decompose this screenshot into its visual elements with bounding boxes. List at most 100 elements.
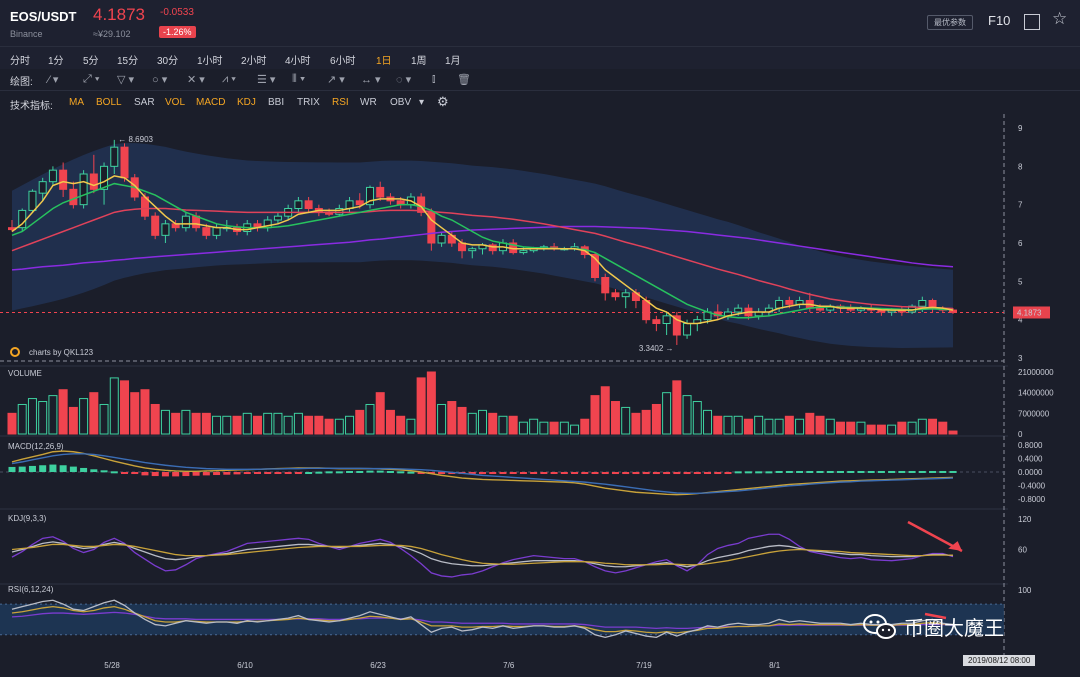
date-tick: 7/6 [503,661,515,670]
kdj_d-line [11,543,953,566]
timeframe-11[interactable]: 1月 [445,56,461,67]
volume-bar [651,403,661,435]
volume-bar [784,415,794,435]
candle-body [79,173,88,206]
macd-histogram-bar [642,472,650,475]
indicator-trix[interactable]: TRIX [297,97,320,108]
star-icon[interactable]: ☆ [1052,9,1068,28]
volume-bar [304,415,314,435]
volume-bar [334,418,344,435]
candle-body [621,292,630,298]
macd-histogram-bar [161,472,169,477]
indicator-vol[interactable]: VOL [165,97,186,108]
timeframe-2[interactable]: 5分 [83,56,99,67]
macd-histogram-bar [806,470,814,473]
candle-body [161,223,170,236]
bars-tool-icon[interactable]: ⫾ [432,73,436,85]
volume-bar [232,415,242,435]
indicator-bar: 技术指标: ▾ ⚙ MA BOLL SAR VOL MACD KDJ BBI TRIX RSI W… [0,92,1080,114]
macd-histogram-bar [499,472,507,474]
settings-gear-icon[interactable]: ⚙ [437,94,449,109]
kline-chart[interactable]: 9 8 7 6 5 4 3 4.1873 21000000 14000000 7000000 0 0.8… [0,114,1080,677]
obv-dropdown-icon[interactable]: ▾ [419,97,425,108]
line-tool-icon[interactable]: ⁄ ▾ [48,74,59,86]
volume-bar [324,418,334,435]
shape-tool-icon[interactable]: ○ ▾ [152,74,168,86]
volume-bar [887,424,897,435]
macd-histogram-bar [8,466,16,472]
f10-button[interactable]: F10 [988,13,1011,28]
macd-histogram-bar [775,470,783,473]
optimal-params-button[interactable]: 最优参数 [927,15,973,30]
indicator-obv[interactable]: OBV [390,97,412,108]
timeframe-10[interactable]: 1周 [411,56,427,67]
gann-tool-icon[interactable]: ⦀ ▾ [292,73,306,85]
timeframe-1[interactable]: 1分 [48,56,64,67]
trash-icon[interactable]: 🗑 [457,74,471,86]
timeframe-5[interactable]: 1小时 [197,56,223,67]
volume-bar [437,403,447,435]
candle-body [110,146,119,167]
volume-bar [7,412,17,435]
fib-tool-icon[interactable]: ☰ ▾ [257,74,276,86]
indicator-macd[interactable]: MACD [196,97,226,108]
measure-tool-icon[interactable]: ↔ ▾ [361,74,381,86]
pattern-tool-icon[interactable]: ⩘ ▾ [222,73,236,85]
macd-histogram-bar [632,472,640,475]
channel-tool-icon[interactable]: ▽ ▾ [117,74,135,86]
macd-histogram-bar [724,472,732,474]
high-annotation: ← 8.6903 [118,135,153,144]
rsi24-line [11,611,954,630]
drawing-label: 绘图: [10,77,33,88]
macd-histogram-bar [601,472,609,475]
macd-histogram-bar [243,472,251,475]
indicator-bbi[interactable]: BBI [268,97,285,108]
ray-tool-icon[interactable]: ⤢ ▾ [83,73,100,85]
candle-body [69,188,78,206]
volume-bar [948,430,958,435]
timeframe-4[interactable]: 30分 [157,56,179,67]
low-annotation: 3.3402 → [639,344,674,353]
ticker-header: EOS/USDT Binance 4.1873 ≈¥29.102 -0.0533… [0,0,1080,47]
macd-histogram-bar [100,470,108,473]
candle-body [611,292,620,298]
cross-tool-icon[interactable]: ✕ ▾ [187,74,205,86]
timeframe-9[interactable]: 1日 [376,56,392,67]
volume-bar [733,415,743,435]
indicators-label: 技术指标: [10,101,53,112]
indicator-ma[interactable]: MA [69,97,84,108]
price-tick: 5 [1018,277,1023,286]
indicator-boll[interactable]: BOLL [96,97,122,108]
arrow-tool-icon[interactable]: ↗ ▾ [327,74,345,86]
kdj-panel-label: KDJ(9,3,3) [8,514,47,523]
trading-pair[interactable]: EOS/USDT [10,9,77,24]
volume-bar [938,421,948,435]
timeframe-6[interactable]: 2小时 [241,56,267,67]
current-price-tag [1013,306,1050,319]
volume-bar [191,412,201,435]
volume-bar [488,412,498,435]
current-price-label: 4.1873 [1017,308,1042,317]
fullscreen-icon[interactable] [1024,14,1040,30]
indicator-kdj[interactable]: KDJ [237,97,256,108]
indicator-wr[interactable]: WR [360,97,377,108]
volume-bar [897,421,907,435]
timeframe-0[interactable]: 分时 [10,56,30,67]
macd-histogram-bar [857,470,865,473]
annotation-tool-icon[interactable]: ◌ ▾ [396,74,412,86]
volume-bar [682,395,692,435]
volume-bar [17,403,27,435]
volume-bar [263,412,273,435]
volume-bar [774,418,784,435]
date-tick: 6/23 [370,661,386,670]
timeframe-7[interactable]: 4小时 [285,56,311,67]
timeframe-3[interactable]: 15分 [117,56,139,67]
volume-bar [928,418,938,435]
indicator-rsi[interactable]: RSI [332,97,349,108]
timeframe-8[interactable]: 6小时 [330,56,356,67]
price-cny: ≈¥29.102 [93,29,131,39]
volume-bar [641,409,651,435]
macd-histogram-bar [949,470,957,473]
volume-bar [508,415,518,435]
indicator-sar[interactable]: SAR [134,97,155,108]
